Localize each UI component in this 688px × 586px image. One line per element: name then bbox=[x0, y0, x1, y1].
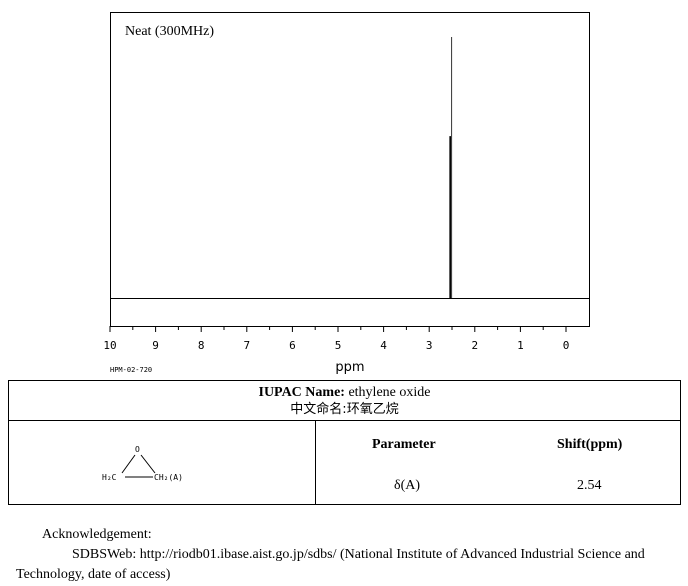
bond-o-right bbox=[140, 454, 156, 474]
x-axis-tick-labels: 10 9 8 7 6 5 4 3 2 1 0 bbox=[103, 339, 569, 352]
x-tick-label: 3 bbox=[426, 339, 433, 352]
structure-diagram: O H₂C CH₂(A) bbox=[102, 445, 183, 482]
x-tick-label: 4 bbox=[380, 339, 387, 352]
shift-header: Shift(ppm) bbox=[557, 437, 623, 452]
x-tick-label: 10 bbox=[103, 339, 116, 352]
compound-info-table: IUPAC Name: ethylene oxide 中文命名:环氧乙烷 O H… bbox=[8, 380, 681, 505]
parameter-value: δ(A) bbox=[394, 478, 421, 493]
x-tick-label: 0 bbox=[563, 339, 570, 352]
x-tick-label: 9 bbox=[152, 339, 159, 352]
parameter-header: Parameter bbox=[372, 437, 436, 452]
chinese-name-label: 中文命名: bbox=[290, 402, 347, 417]
atom-right-carbon: CH₂(A) bbox=[154, 473, 183, 482]
acknowledgement-text: SDBSWeb: http://riodb01.ibase.aist.go.jp… bbox=[16, 547, 645, 582]
x-axis-label: ppm bbox=[335, 360, 364, 375]
x-axis-ticks bbox=[109, 326, 567, 332]
bond-o-left bbox=[121, 454, 136, 474]
x-tick-label: 7 bbox=[243, 339, 250, 352]
plot-frame bbox=[110, 12, 590, 327]
x-tick-label: 5 bbox=[335, 339, 342, 352]
spectrum-code: HPM-02-720 bbox=[110, 366, 152, 374]
chart-title: Neat (300MHz) bbox=[125, 24, 214, 39]
peaks-layer bbox=[449, 37, 453, 298]
acknowledgement-heading: Acknowledgement: bbox=[42, 527, 152, 542]
x-tick-label: 8 bbox=[198, 339, 205, 352]
x-tick-label: 6 bbox=[289, 339, 296, 352]
shift-value: 2.54 bbox=[577, 478, 602, 493]
iupac-name: ethylene oxide bbox=[348, 385, 431, 400]
chinese-name-line: 中文命名:环氧乙烷 bbox=[9, 401, 680, 418]
chinese-name: 环氧乙烷 bbox=[346, 402, 399, 417]
iupac-line: IUPAC Name: ethylene oxide bbox=[9, 384, 680, 401]
x-tick-label: 2 bbox=[471, 339, 478, 352]
atom-oxygen: O bbox=[135, 445, 140, 454]
nmr-spectrum-chart: Neat (300MHz) 10 9 8 7 6 5 4 3 2 1 0 HPM-02-720 pp… bbox=[103, 12, 590, 375]
compound-name-row: IUPAC Name: ethylene oxide 中文命名:环氧乙烷 bbox=[9, 381, 680, 421]
structure-cell: O H₂C CH₂(A) bbox=[9, 421, 316, 505]
iupac-name-label: IUPAC Name: bbox=[258, 385, 345, 400]
x-tick-label: 1 bbox=[517, 339, 524, 352]
atom-left-carbon: H₂C bbox=[102, 473, 117, 482]
